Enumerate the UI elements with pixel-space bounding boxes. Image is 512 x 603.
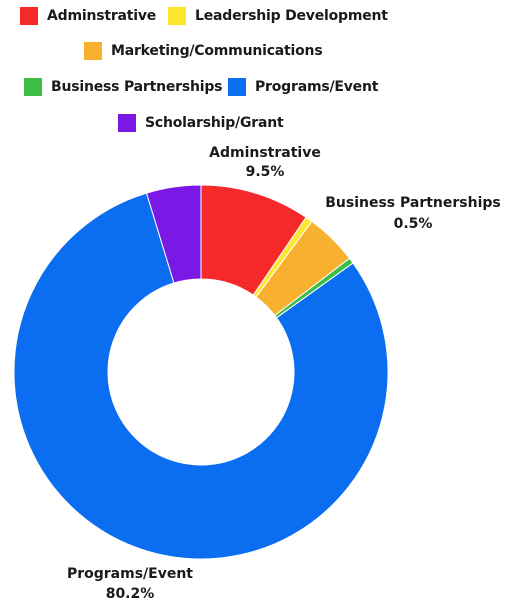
data-label-programs-event-name: Programs/Event (67, 566, 193, 582)
legend-label-business-partnerships: Business Partnerships (51, 79, 223, 95)
legend-item-business-partnerships: Business Partnerships (24, 78, 223, 96)
data-label-business-partnerships-value: 0.5% (394, 216, 433, 232)
legend-swatch-business-partnerships (24, 78, 42, 96)
donut-slices (13, 184, 389, 560)
legend-label-marketing-communications: Marketing/Communications (111, 43, 323, 59)
legend-item-leadership-development: Leadership Development (168, 7, 388, 25)
legend-item-scholarship-grant: Scholarship/Grant (118, 114, 284, 132)
data-label-business-partnerships-name: Business Partnerships (325, 195, 501, 211)
legend-item-adminstrative: Adminstrative (20, 7, 156, 25)
legend-swatch-programs-event (228, 78, 246, 96)
data-label-programs-event-value: 80.2% (106, 586, 155, 602)
legend-swatch-leadership-development (168, 7, 186, 25)
legend-swatch-adminstrative (20, 7, 38, 25)
slice-programs-event (13, 192, 389, 560)
legend-item-programs-event: Programs/Event (228, 78, 378, 96)
legend-swatch-scholarship-grant (118, 114, 136, 132)
legend-label-scholarship-grant: Scholarship/Grant (145, 115, 284, 131)
legend-label-leadership-development: Leadership Development (195, 8, 388, 24)
data-label-adminstrative-name: Adminstrative (209, 145, 321, 161)
slice-scholarship-grant (145, 184, 202, 284)
legend-label-programs-event: Programs/Event (255, 79, 379, 95)
legend-swatch-marketing-communications (84, 42, 102, 60)
legend-item-marketing-communications: Marketing/Communications (84, 42, 323, 60)
legend-label-adminstrative: Adminstrative (47, 8, 157, 24)
data-label-adminstrative-value: 9.5% (246, 164, 285, 180)
